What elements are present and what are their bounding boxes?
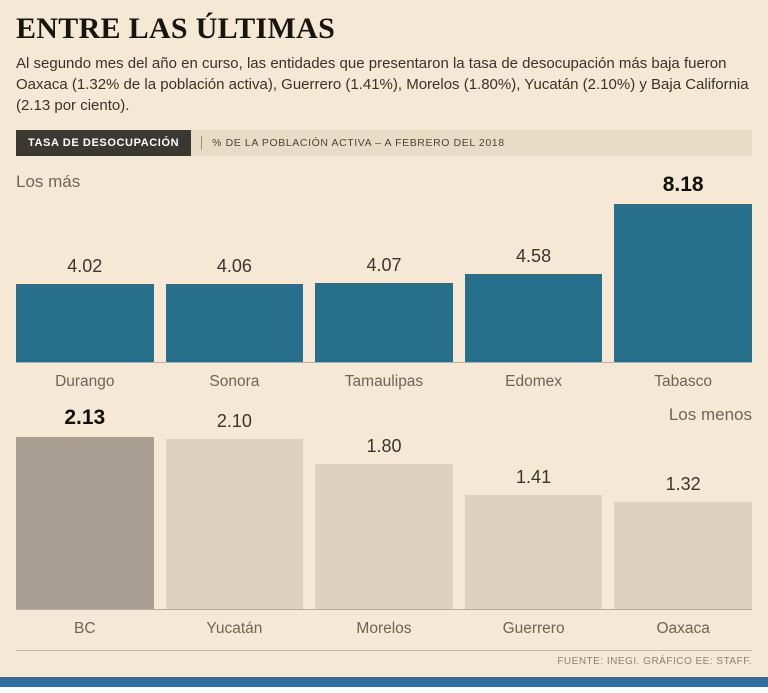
bar-category-label: Tamaulipas — [344, 373, 424, 390]
bar — [614, 204, 752, 362]
bar-value-label: 8.18 — [662, 173, 704, 196]
bar-value-label: 4.02 — [67, 256, 103, 276]
bar-value-label: 4.58 — [516, 246, 552, 266]
bar-column: 8.18 — [614, 173, 752, 362]
bar-value-label: 1.41 — [516, 467, 552, 487]
kicker-band: TASA DE DESOCUPACIÓN % DE LA POBLACIÓN A… — [16, 130, 752, 156]
bar — [165, 284, 304, 362]
chart-caption: Los menos — [668, 405, 752, 424]
intro-paragraph: Al segundo mes del año en curso, las ent… — [16, 55, 749, 114]
bar — [464, 274, 603, 362]
bar-column: 2.13 — [16, 406, 154, 609]
bar — [464, 495, 603, 609]
bottom-strip — [0, 677, 768, 687]
bar-category-label: Guerrero — [502, 620, 565, 637]
bar-category-label: Sonora — [209, 373, 260, 390]
chart-los-mas: Los más 4.02 4.06 4.07 4.58 8.18 Durango Sono… — [0, 170, 768, 403]
bar — [16, 437, 154, 609]
bar-category-label: Morelos — [356, 620, 412, 637]
bar-chart-bottom: Los menos 2.13 2.10 1.80 1.41 1.32 — [16, 403, 752, 610]
bar-category-label: Tabasco — [654, 373, 713, 390]
category-labels: BC Yucatán Morelos Guerrero Oaxaca — [16, 610, 752, 650]
bar — [315, 464, 453, 609]
category-labels: Durango Sonora Tamaulipas Edomex Tabasco — [16, 363, 752, 403]
bar-column: 4.02 — [16, 256, 154, 362]
bar-column: 4.58 — [464, 246, 603, 362]
bar-value-label: 1.80 — [366, 436, 402, 456]
bar-value-label: 2.13 — [64, 406, 106, 429]
bar-column: 1.80 — [315, 436, 453, 609]
bar-category-label: Durango — [55, 373, 115, 390]
bar-category-label: Yucatán — [206, 620, 263, 637]
chart-los-menos: Los menos 2.13 2.10 1.80 1.41 1.32 BC Yucatán… — [0, 403, 768, 650]
bar-chart-top: Los más 4.02 4.06 4.07 4.58 8.18 — [16, 170, 752, 363]
bar-value-label: 2.10 — [216, 411, 252, 431]
bar — [165, 439, 304, 609]
bar-value-label: 1.32 — [665, 474, 701, 494]
bar-column: 1.41 — [464, 467, 603, 609]
bar-column: 4.06 — [165, 256, 304, 362]
bar-category-label: Oaxaca — [656, 620, 710, 637]
bar-value-label: 4.07 — [366, 255, 402, 275]
source-credit: FUENTE: INEGI. GRÁFICO EE: STAFF. — [16, 650, 752, 673]
bar-column: 4.07 — [315, 255, 453, 362]
bar — [16, 284, 154, 362]
bar — [315, 283, 453, 362]
bar — [614, 502, 752, 609]
kicker-label: TASA DE DESOCUPACIÓN — [16, 130, 192, 156]
chart-caption: Los más — [16, 172, 81, 191]
kicker-subtitle: % DE LA POBLACIÓN ACTIVA – A FEBRERO DEL… — [212, 137, 505, 149]
bar-category-label: BC — [74, 620, 96, 637]
divider — [201, 136, 203, 150]
page-title: ENTRE LAS ÚLTIMAS — [16, 12, 336, 45]
bar-category-label: Edomex — [505, 373, 563, 390]
bar-column: 2.10 — [165, 411, 304, 609]
bar-column: 1.32 — [614, 474, 752, 609]
bar-value-label: 4.06 — [216, 256, 252, 276]
